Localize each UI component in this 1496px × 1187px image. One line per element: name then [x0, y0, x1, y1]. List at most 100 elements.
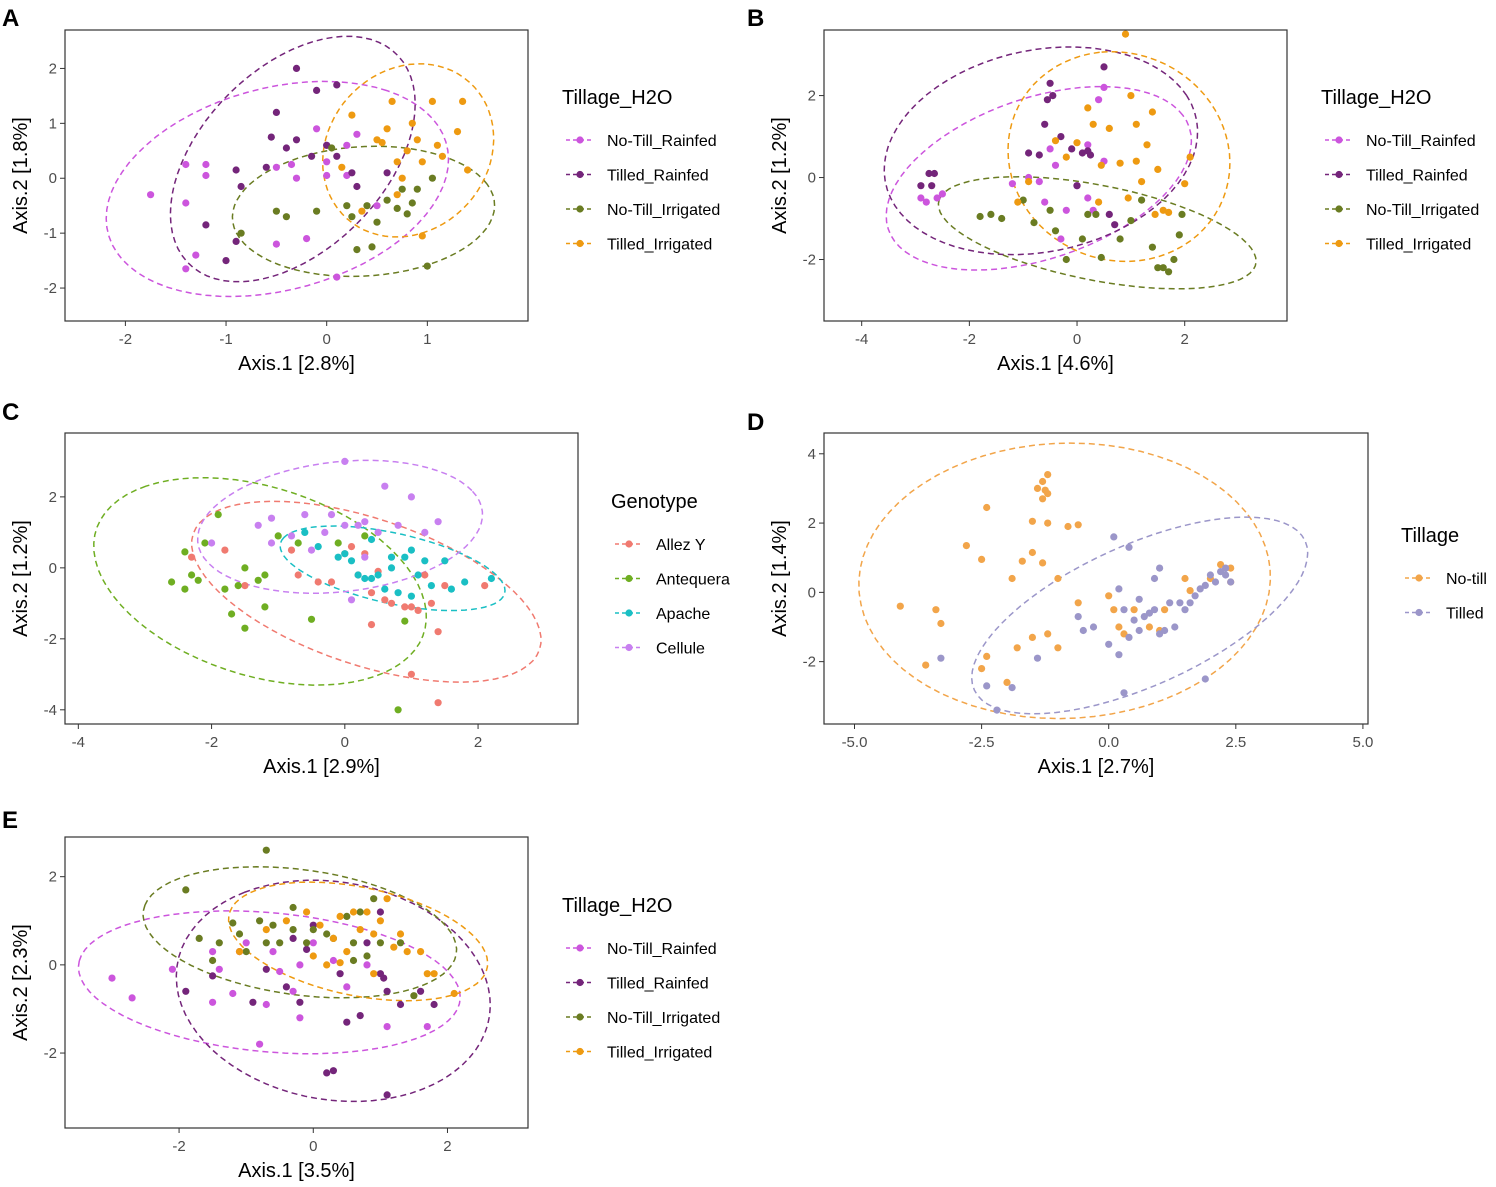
panel-d-point-tilled [1079, 626, 1087, 635]
panel-d-point-tilled [1074, 613, 1082, 621]
panel-a-legend-label-tilled-irrigated: Tilled_Irrigated [607, 237, 712, 254]
panel-c-point-allez-y [407, 670, 415, 678]
panel-b-point-no-till-irrigated [987, 210, 995, 218]
panel-e-point-no-till-rainfed [242, 939, 250, 947]
panel-a-point-no-till-irrigated [383, 196, 391, 204]
panel-c-point-apache [367, 535, 376, 544]
panel-a-ellipse-no-till-irrigated [231, 145, 496, 278]
panel-b-point-no-till-rainfed [1062, 206, 1070, 214]
panel-c-point-antequera [194, 576, 202, 584]
panel-b-point-tilled-irrigated [1148, 108, 1156, 116]
panel-a-point-tilled-irrigated [393, 191, 401, 199]
panel-e-x-tick-label: -2 [172, 1138, 185, 1155]
panel-b-x-tick-label: 2 [1181, 331, 1189, 348]
panel-c-point-cellule [307, 546, 316, 554]
panel-e-point-no-till-irrigated [229, 919, 237, 927]
panel-b-point-no-till-rainfed [1051, 161, 1060, 169]
panel-b-legend-dot-tilled-irrigated [1335, 239, 1343, 248]
panel-d-point-tilled [993, 706, 1001, 714]
panel-d-point-no-till [978, 555, 986, 564]
panel-c-point-allez-y [434, 628, 442, 636]
panel-c-point-cellule [327, 510, 336, 519]
panel-a-legend-dot-tilled-irrigated [576, 239, 584, 248]
panel-a-x-axis-title: Axis.1 [2.8%] [238, 353, 355, 375]
panel-c-y-tick-label: 0 [49, 560, 57, 577]
panel-c-point-allez-y [241, 582, 249, 590]
panel-a-point-no-till-irrigated [272, 207, 280, 215]
panel-c-point-allez-y [327, 578, 336, 586]
panel-e-point-tilled-irrigated [417, 948, 425, 956]
panel-e-point-tilled-irrigated [390, 943, 398, 951]
panel-b-point-no-till-irrigated [1116, 235, 1124, 243]
panel-d-point-tilled [1156, 564, 1164, 572]
panel-b-point-tilled-irrigated [1154, 165, 1162, 173]
panel-b-point-no-till-irrigated [1159, 264, 1167, 272]
panel-c-y-tick-label: -2 [44, 631, 57, 648]
panel-d-point-no-till [1054, 574, 1062, 583]
panel-a-point-no-till-rainfed [182, 160, 190, 169]
panel-d-x-tick-label: 0.0 [1098, 734, 1119, 751]
panel-d-point-tilled [1150, 574, 1159, 583]
panel-a-point-tilled-irrigated [418, 232, 426, 240]
panel-e-point-tilled-rainfed [262, 965, 270, 973]
panel-d-point-no-till [1028, 633, 1036, 642]
panel-d-ellipse-tilled [970, 516, 1309, 715]
panel-b-point-tilled-rainfed [1100, 63, 1108, 71]
panel-c-point-antequera [241, 624, 249, 632]
panel-a-point-tilled-irrigated [383, 125, 391, 133]
panel-e-point-no-till-irrigated [262, 846, 270, 854]
panel-b-point-tilled-rainfed [1025, 149, 1033, 157]
panel-c-point-antequera [261, 571, 269, 579]
panel-e-point-no-till-irrigated [289, 926, 297, 934]
panel-e-point-tilled-rainfed [380, 974, 388, 982]
panel-e-point-tilled-irrigated [349, 908, 358, 916]
panel-e-point-tilled-rainfed [296, 998, 304, 1006]
panel-a-point-tilled-rainfed [222, 257, 230, 265]
panel-b-point-no-till-rainfed [922, 198, 930, 206]
panel-e-point-no-till-rainfed [256, 1040, 264, 1048]
panel-a-point-tilled-irrigated [413, 136, 421, 144]
panel-a-point-no-till-irrigated [353, 246, 361, 254]
panel-e-point-no-till-rainfed [343, 983, 351, 991]
panel-a-point-no-till-irrigated [313, 207, 321, 215]
panel-a-ellipse-tilled-irrigated [321, 63, 495, 238]
panel-e-point-no-till-irrigated [363, 952, 371, 960]
panel-a-legend-dot-no-till-rainfed [576, 136, 584, 144]
panel-c-point-cellule [407, 493, 415, 501]
panel-d-point-no-till [1044, 630, 1052, 638]
panel-c-point-antequera [361, 532, 369, 540]
panel-e-point-no-till-rainfed [309, 939, 317, 947]
panel-b-point-tilled-irrigated [1181, 180, 1189, 188]
panel-a-point-no-till-irrigated [363, 202, 371, 210]
panel-d-point-tilled [1211, 578, 1220, 586]
panel-a-point-no-till-rainfed [287, 160, 296, 169]
panel-c-y-axis-title: Axis.2 [1.2%] [10, 520, 32, 637]
panel-d-point-no-till [1120, 630, 1128, 638]
panel-a-point-no-till-rainfed [147, 191, 155, 199]
panel-b-point-tilled-irrigated [1073, 139, 1081, 147]
panel-d-point-tilled [1201, 675, 1209, 683]
panel-d-point-no-till [1013, 644, 1021, 652]
panel-c-point-cellule [374, 528, 382, 537]
panel-d-point-tilled [1033, 654, 1042, 662]
panel-d-point-no-till [937, 619, 945, 628]
panel-c-legend-dot-cellule [625, 643, 633, 652]
panel-a-point-tilled-rainfed [383, 169, 391, 177]
panel-b-point-tilled-rainfed [1035, 151, 1043, 159]
panel-c-point-allez-y [414, 606, 422, 615]
panel-e-legend: Tillage_H2O No-Till_Rainfed Tilled_Rainfed… [562, 895, 720, 1062]
panel-c-point-apache [487, 574, 495, 583]
panel-a-ellipse-tilled-rainfed [169, 35, 416, 283]
panel-b-point-no-till-rainfed [917, 194, 925, 202]
panel-d-y-tick-label: 4 [808, 446, 816, 463]
panel-c-point-antequera [394, 706, 402, 714]
panel-e-legend-label-tilled-rainfed: Tilled_Rainfed [607, 976, 709, 993]
panel-e-legend-dot-tilled-irrigated [576, 1047, 584, 1056]
panel-a-y-axis-title: Axis.2 [1.8%] [10, 117, 32, 234]
panel-d-point-tilled [1227, 578, 1235, 586]
panel-b-point-tilled-irrigated [1062, 153, 1070, 161]
panel-d-legend-label-tilled: Tilled [1446, 606, 1484, 623]
panel-d-y-tick-label: 2 [808, 515, 816, 532]
panel-b-point-tilled-irrigated [1143, 141, 1151, 149]
panel-c-point-allez-y [421, 571, 429, 579]
